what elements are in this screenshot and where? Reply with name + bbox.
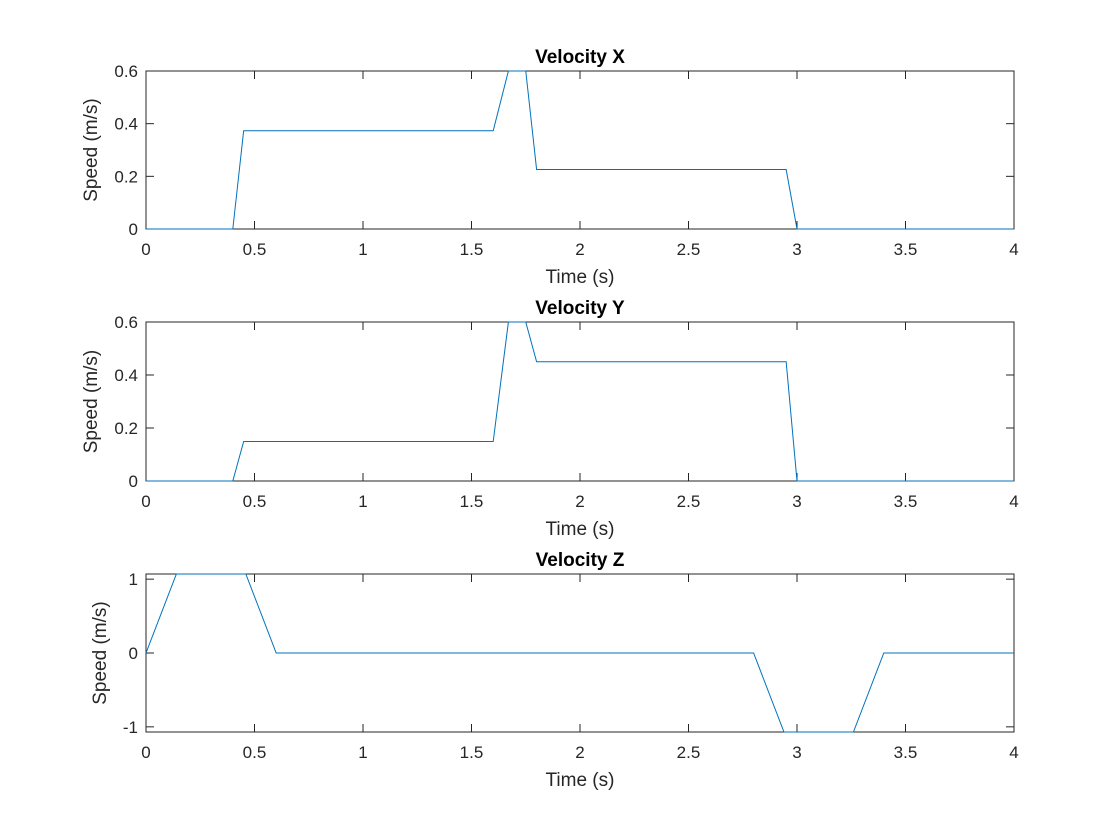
subplot-2: 0 0.5 1 1.5 2 2.5 3 3.5 4 0 0.2 0.4 0.6 Velocity Y Tim… <box>81 298 1019 540</box>
x-tick-label: 1.5 <box>460 240 484 259</box>
x-tick-label: 3.5 <box>894 743 918 762</box>
x-tick-label: 2 <box>575 240 584 259</box>
y-tick-label: 0.4 <box>114 115 138 134</box>
y-tick-label: 0 <box>129 644 138 663</box>
x-tick-label: 1.5 <box>460 743 484 762</box>
x-tick-label: 0 <box>141 743 150 762</box>
x-axis-label: Time (s) <box>546 267 615 288</box>
x-axis-label: Time (s) <box>546 770 615 791</box>
y-tick-label: 0.4 <box>114 366 138 385</box>
x-tick-label: 3.5 <box>894 240 918 259</box>
x-tick-label: 3.5 <box>894 492 918 511</box>
x-tick-label: 0 <box>141 492 150 511</box>
y-tick-label: 0 <box>129 472 138 491</box>
x-tick-label: 2 <box>575 743 584 762</box>
y-tick-label: 0.2 <box>114 167 138 186</box>
y-tick-label: 1 <box>129 570 138 589</box>
x-tick-label: 2 <box>575 492 584 511</box>
x-tick-label: 1 <box>358 743 367 762</box>
x-tick-label: 3 <box>792 240 801 259</box>
x-tick-label: 4 <box>1009 743 1018 762</box>
x-tick-label: 0 <box>141 240 150 259</box>
x-tick-label: 3 <box>792 743 801 762</box>
x-tick-label: 4 <box>1009 240 1018 259</box>
plot-area <box>145 70 1015 230</box>
chart-title: Velocity X <box>535 47 625 68</box>
chart-title: Velocity Y <box>535 298 625 319</box>
x-tick-label: 4 <box>1009 492 1018 511</box>
series-line <box>146 70 1014 230</box>
y-tick-label: 0 <box>129 220 138 239</box>
x-tick-label: 0.5 <box>243 492 267 511</box>
x-tick-label: 1.5 <box>460 492 484 511</box>
subplots: 0 0.5 1 1.5 2 2.5 3 3.5 4 0 0.2 0.4 0.6 Velocity X Tim… <box>81 47 1019 791</box>
chart-title: Velocity Z <box>536 550 625 571</box>
x-tick-label: 2.5 <box>677 492 701 511</box>
x-axis-label: Time (s) <box>546 519 615 540</box>
series-line <box>146 321 1014 482</box>
x-tick-label: 3 <box>792 492 801 511</box>
x-tick-label: 2.5 <box>677 240 701 259</box>
y-tick-label: 0.6 <box>114 313 138 332</box>
y-tick-label: 0.2 <box>114 419 138 438</box>
y-axis-label: Speed (m/s) <box>81 350 102 453</box>
x-tick-label: 0.5 <box>243 743 267 762</box>
x-tick-label: 0.5 <box>243 240 267 259</box>
y-axis-label: Speed (m/s) <box>81 98 102 201</box>
subplot-1: 0 0.5 1 1.5 2 2.5 3 3.5 4 0 0.2 0.4 0.6 Velocity X Tim… <box>81 47 1019 288</box>
y-tick-label: -1 <box>123 718 138 737</box>
plot-area <box>145 321 1015 482</box>
y-tick-label: 0.6 <box>114 62 138 81</box>
y-axis-label: Speed (m/s) <box>90 601 111 704</box>
x-tick-label: 1 <box>358 240 367 259</box>
x-tick-label: 2.5 <box>677 743 701 762</box>
series-line <box>145 573 1014 733</box>
x-tick-label: 1 <box>358 492 367 511</box>
